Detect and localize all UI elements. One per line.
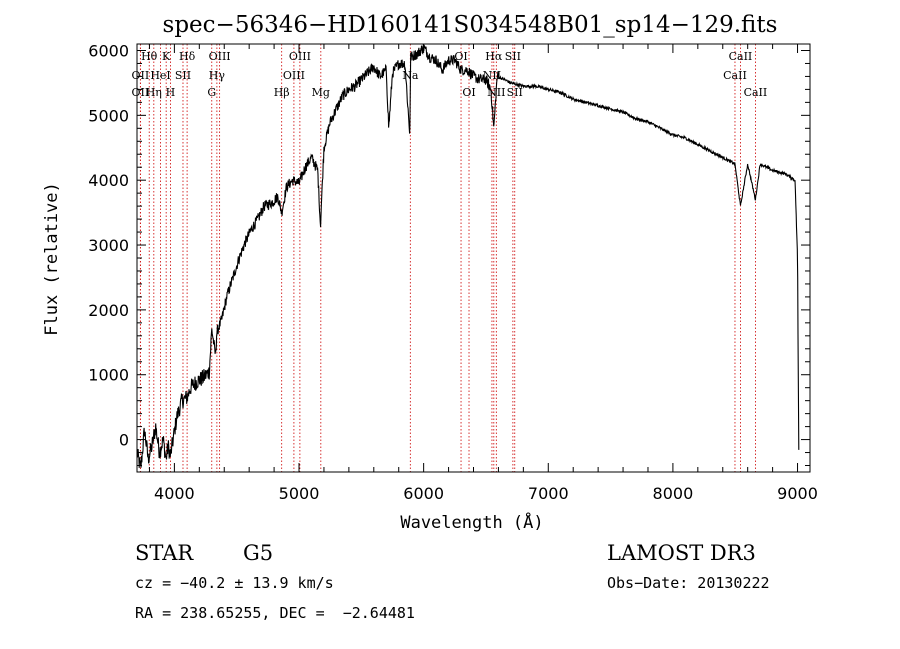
x-tick-label: 9000	[777, 484, 818, 503]
line-label-12: Hβ	[274, 86, 290, 99]
line-label-0: OII	[132, 86, 150, 99]
object-class: STAR	[135, 541, 194, 565]
line-label-4: K	[162, 50, 171, 63]
y-tick-label: 2000	[88, 301, 129, 320]
x-tick-label: 7000	[528, 484, 569, 503]
line-label-5: HeI	[150, 69, 170, 82]
line-label-6: H	[166, 86, 176, 99]
x-axis-ticks: 4000 5000 6000 7000 8000 9000	[148, 44, 818, 503]
y-tick-label: 4000	[88, 171, 129, 190]
line-label-25: CaII	[723, 69, 747, 82]
line-label-3: Hη	[146, 86, 162, 99]
spectrum-line	[136, 43, 800, 468]
x-tick-label: 6000	[403, 484, 444, 503]
line-label-10: Hγ	[209, 69, 226, 82]
line-label-17: OI	[454, 50, 467, 63]
line-label-18: OI	[462, 86, 475, 99]
redshift-cz: cz = −40.2 ± 13.9 km/s	[135, 574, 334, 592]
line-label-8: Hδ	[179, 50, 196, 63]
line-label-2: OII	[132, 69, 150, 82]
x-tick-label: 4000	[154, 484, 195, 503]
y-tick-label: 0	[119, 431, 129, 450]
survey-name: LAMOST DR3	[607, 541, 756, 565]
y-axis-ticks: 0 1000 2000 3000 4000 5000 6000	[88, 41, 810, 467]
spectral-line-markers	[139, 44, 756, 472]
observation-date: Obs−Date: 20130222	[607, 574, 770, 592]
line-label-21: SII	[505, 50, 521, 63]
line-label-24: CaII	[729, 50, 753, 63]
y-axis-label: Flux (relative)	[42, 182, 62, 336]
line-label-9: OIII	[209, 50, 231, 63]
x-axis-label: Wavelength (Å)	[400, 511, 543, 533]
line-label-11: G	[207, 86, 216, 99]
line-label-22: SII	[507, 86, 523, 99]
object-subclass: G5	[243, 541, 274, 565]
y-tick-label: 1000	[88, 366, 129, 385]
chart-title: spec−56346−HD160141S034548B01_sp14−129.f…	[163, 12, 778, 38]
line-label-26: CaII	[744, 86, 768, 99]
y-tick-label: 3000	[88, 236, 129, 255]
line-label-14: OIII	[283, 69, 305, 82]
x-tick-label: 8000	[653, 484, 694, 503]
line-label-19: Hα	[485, 50, 503, 63]
y-tick-label: 5000	[88, 106, 129, 125]
line-label-15: Mg	[312, 86, 330, 99]
y-tick-label: 6000	[88, 41, 129, 60]
line-label-13: OIII	[289, 50, 311, 63]
line-label-1: Hθ	[141, 50, 158, 63]
x-tick-label: 5000	[279, 484, 320, 503]
line-label-7: SII	[175, 69, 191, 82]
coordinates: RA = 238.65255, DEC = −2.64481	[135, 604, 415, 622]
